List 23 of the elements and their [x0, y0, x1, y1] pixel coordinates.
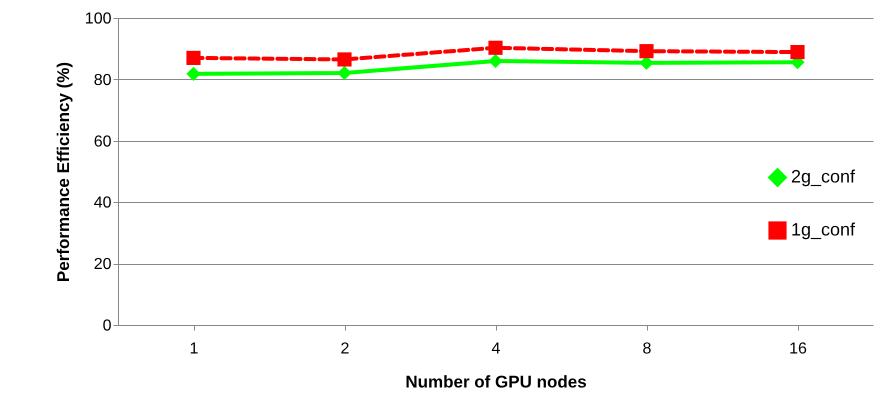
x-tick-label: 2	[340, 340, 350, 358]
x-axis-title: Number of GPU nodes	[405, 372, 587, 392]
point	[639, 44, 654, 58]
x-tick-label: 4	[492, 340, 501, 358]
y-tick-label: 0	[102, 318, 112, 334]
y-tick-label: 80	[94, 72, 112, 89]
point	[186, 50, 201, 65]
x-tick-label: 8	[642, 340, 652, 358]
point	[186, 66, 201, 81]
x-tick-label: 16	[789, 340, 807, 358]
point	[488, 40, 503, 55]
y-axis-title: Performance Efficiency (%)	[54, 62, 73, 282]
point	[337, 52, 352, 67]
point	[337, 66, 352, 80]
y-tick-label: 20	[94, 256, 112, 274]
x-tick-label: 1	[190, 340, 199, 358]
legend-label: 1g_conf	[791, 220, 856, 240]
y-tick-label: 60	[94, 133, 112, 150]
y-tick-label: 100	[84, 10, 112, 28]
y-tick-label: 40	[94, 194, 112, 212]
legend-label: 2g_conf	[791, 166, 856, 186]
point	[488, 54, 503, 68]
point	[790, 45, 805, 60]
